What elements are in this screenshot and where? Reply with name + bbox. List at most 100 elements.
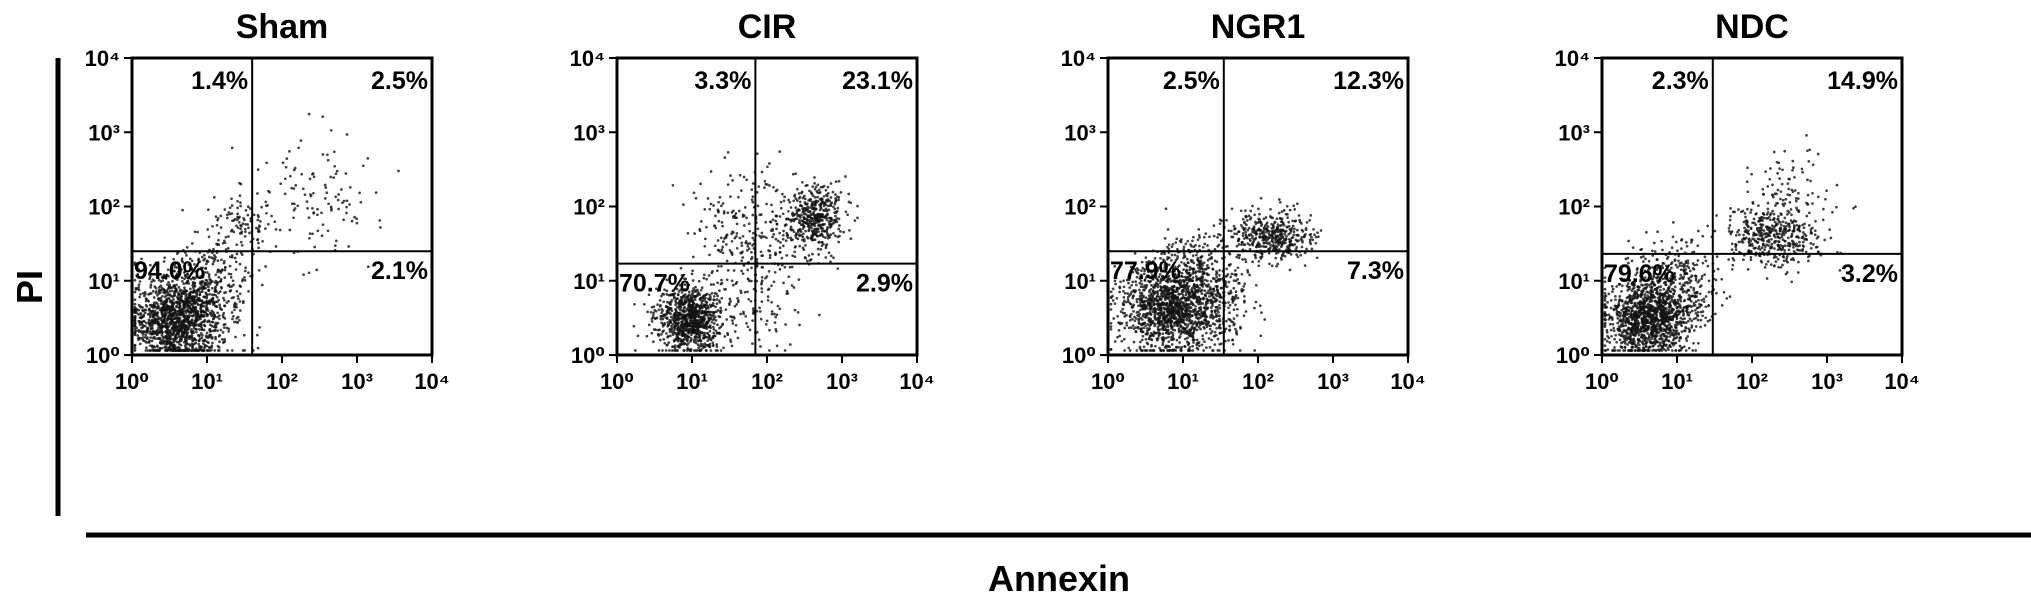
event-point [744,240,748,243]
event-point [698,349,702,352]
event-point [178,335,182,339]
event-point [320,234,324,238]
panel-title: NGR1 [1211,8,1305,46]
event-point [342,199,346,203]
event-point [772,233,776,236]
event-point [752,311,755,315]
event-point [320,211,323,215]
event-point [1153,303,1156,306]
event-point [712,322,716,325]
event-point [199,345,203,349]
event-point [204,266,207,270]
event-point [181,311,185,315]
event-point [167,336,171,339]
event-point [173,335,177,338]
event-point [308,177,312,181]
event-point [773,270,777,274]
event-point [316,207,319,211]
event-point [164,277,168,280]
event-point [818,217,821,220]
event-point [155,311,159,315]
event-point [213,314,216,318]
event-point [650,320,654,323]
event-point [177,302,180,306]
event-point [693,309,697,313]
event-point [174,326,178,329]
event-point [149,349,152,352]
event-point [673,316,677,320]
event-point [138,323,142,327]
event-point [152,330,156,334]
event-point [1150,345,1153,348]
event-point [177,270,180,273]
event-point [807,222,811,226]
event-point [1215,312,1218,316]
event-point [342,218,345,222]
event-point [682,342,686,346]
event-point [708,253,711,257]
event-point [666,321,670,324]
event-point [674,311,678,314]
event-point [1144,296,1148,300]
event-point [712,294,716,298]
event-point [234,268,238,271]
event-point [696,305,700,308]
event-point [185,333,189,337]
event-point [1166,344,1170,348]
event-point [741,272,745,276]
event-point [179,292,183,295]
event-point [165,289,169,292]
event-point [703,244,707,248]
event-point [724,243,728,246]
event-point [1170,320,1174,323]
event-point [757,185,761,188]
event-point [232,283,235,287]
event-point [661,317,665,321]
event-point [201,328,204,332]
event-point [181,260,185,264]
event-point [1125,321,1128,325]
event-point [186,272,189,276]
event-point [225,326,229,330]
event-point [146,326,149,330]
event-point [810,192,814,196]
event-point [217,314,221,317]
event-point [147,318,151,322]
event-point [786,236,790,239]
event-point [802,220,806,224]
event-point [669,315,673,319]
event-point [813,232,816,236]
event-point [334,195,338,199]
y-tick-label: 10³ [88,120,120,145]
event-point [246,213,250,217]
event-point [1195,324,1199,328]
event-point [773,312,776,316]
event-point [152,315,155,318]
event-point [225,213,229,217]
event-point [1135,311,1139,314]
event-point [704,296,707,300]
event-point [820,197,824,201]
event-point [1145,331,1149,335]
event-point [140,316,143,320]
event-point [836,235,840,239]
scatter-points [133,112,400,352]
event-point [189,349,192,352]
event-point [1142,345,1146,349]
event-point [790,218,793,222]
event-point [244,227,247,231]
event-point [633,349,637,352]
event-point [1145,283,1149,287]
event-point [813,215,817,219]
event-point [731,230,734,234]
event-point [1167,306,1170,310]
event-point [334,239,338,243]
event-point [702,299,705,302]
event-point [790,213,794,216]
event-point [759,345,762,348]
event-point [183,270,187,273]
event-point [696,318,699,322]
event-point [652,340,655,344]
event-point [1175,338,1179,342]
